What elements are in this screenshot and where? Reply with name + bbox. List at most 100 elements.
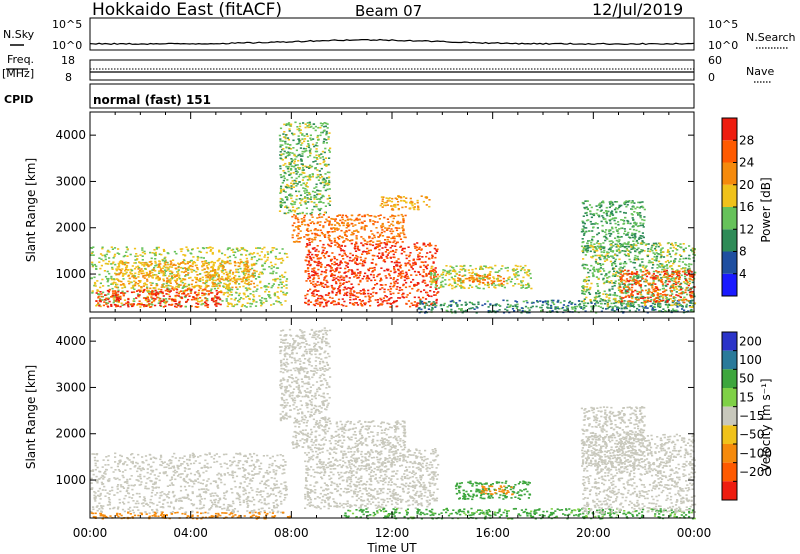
power-cell	[154, 294, 157, 297]
power-cell	[333, 239, 337, 242]
power-cell	[405, 273, 408, 275]
power-cell	[108, 300, 111, 303]
power-cell	[282, 190, 285, 192]
power-cell	[325, 269, 328, 271]
power-cell	[321, 131, 324, 134]
power-cell	[383, 260, 387, 263]
power-cell	[317, 297, 320, 300]
power-cell	[603, 257, 606, 260]
power-cell	[331, 223, 334, 226]
power-cell	[613, 302, 616, 305]
power-cell	[487, 310, 490, 312]
power-cell	[318, 262, 321, 265]
power-cell	[199, 273, 202, 275]
power-cell	[234, 256, 237, 259]
power-cell	[402, 229, 405, 232]
power-cell	[333, 256, 336, 258]
power-cell	[675, 288, 678, 290]
power-cell	[284, 191, 287, 193]
power-cell	[594, 254, 597, 257]
power-cell	[315, 302, 318, 305]
power-cell	[507, 277, 510, 280]
power-cell	[242, 261, 245, 264]
power-cell	[133, 247, 137, 250]
power-cell	[475, 277, 478, 280]
power-cell	[186, 262, 189, 265]
power-cell	[308, 244, 311, 246]
power-cell	[177, 286, 181, 288]
power-cell	[183, 293, 186, 295]
power-cell	[236, 303, 239, 306]
power-cell	[296, 213, 299, 215]
power-cell	[151, 304, 154, 306]
power-cell	[363, 220, 366, 222]
power-cell	[391, 245, 394, 247]
power-cell	[240, 247, 243, 249]
power-cell	[191, 262, 195, 264]
power-cell	[298, 190, 301, 193]
cpid-label: CPID	[4, 93, 33, 106]
power-cell	[650, 299, 653, 301]
power-cell	[225, 286, 228, 288]
power-cell	[301, 142, 304, 144]
power-cell	[606, 307, 609, 310]
power-cell	[666, 254, 669, 257]
power-cell	[115, 269, 118, 272]
power-cell	[388, 225, 391, 227]
power-cell	[314, 125, 317, 128]
power-cell	[556, 307, 560, 310]
power-cell	[206, 267, 209, 269]
power-cell	[217, 275, 220, 277]
power-cell	[344, 267, 347, 270]
power-cell	[363, 228, 366, 231]
power-cell	[608, 275, 611, 278]
power-cell	[207, 292, 210, 295]
power-cell	[546, 301, 549, 304]
power-cell	[402, 292, 405, 295]
power-cell	[641, 240, 644, 242]
power-cell	[339, 247, 342, 250]
power-cell	[359, 290, 362, 292]
power-cell	[620, 302, 623, 304]
power-cell	[304, 183, 307, 186]
power-cell	[196, 274, 199, 276]
power-cell	[357, 231, 360, 233]
power-cell	[346, 294, 349, 297]
power-cell	[612, 261, 615, 264]
power-cell	[663, 276, 667, 278]
power-cell	[418, 308, 421, 310]
power-cell	[636, 255, 639, 258]
power-cell	[362, 237, 365, 240]
power-cell	[126, 248, 129, 250]
power-cell	[473, 279, 476, 281]
power-cell	[328, 194, 331, 197]
power-cell	[156, 266, 159, 268]
power-cell	[243, 274, 246, 277]
power-cell	[287, 170, 290, 173]
power-cell	[688, 282, 691, 285]
power-cell	[300, 204, 303, 206]
power-cell	[151, 282, 154, 284]
power-cell	[301, 223, 304, 226]
cpid-panel: CPID normal (fast) 151	[4, 83, 695, 109]
power-cell	[332, 227, 335, 229]
power-cell	[401, 293, 404, 296]
power-cell	[219, 262, 222, 265]
power-cell	[214, 279, 217, 282]
power-cell	[596, 227, 599, 229]
power-cell	[415, 274, 418, 276]
power-cell	[582, 263, 585, 266]
power-cell	[675, 302, 678, 304]
power-cell	[286, 206, 289, 209]
power-cell	[309, 198, 312, 201]
power-cell	[328, 265, 331, 267]
power-cell	[227, 247, 230, 249]
power-cell	[621, 283, 624, 285]
power-cell	[226, 278, 229, 281]
power-cell	[488, 273, 491, 275]
power-cell	[245, 254, 248, 256]
power-cell	[303, 236, 306, 238]
power-cell	[224, 283, 227, 286]
power-cell	[242, 271, 245, 274]
power-cell	[587, 279, 590, 282]
